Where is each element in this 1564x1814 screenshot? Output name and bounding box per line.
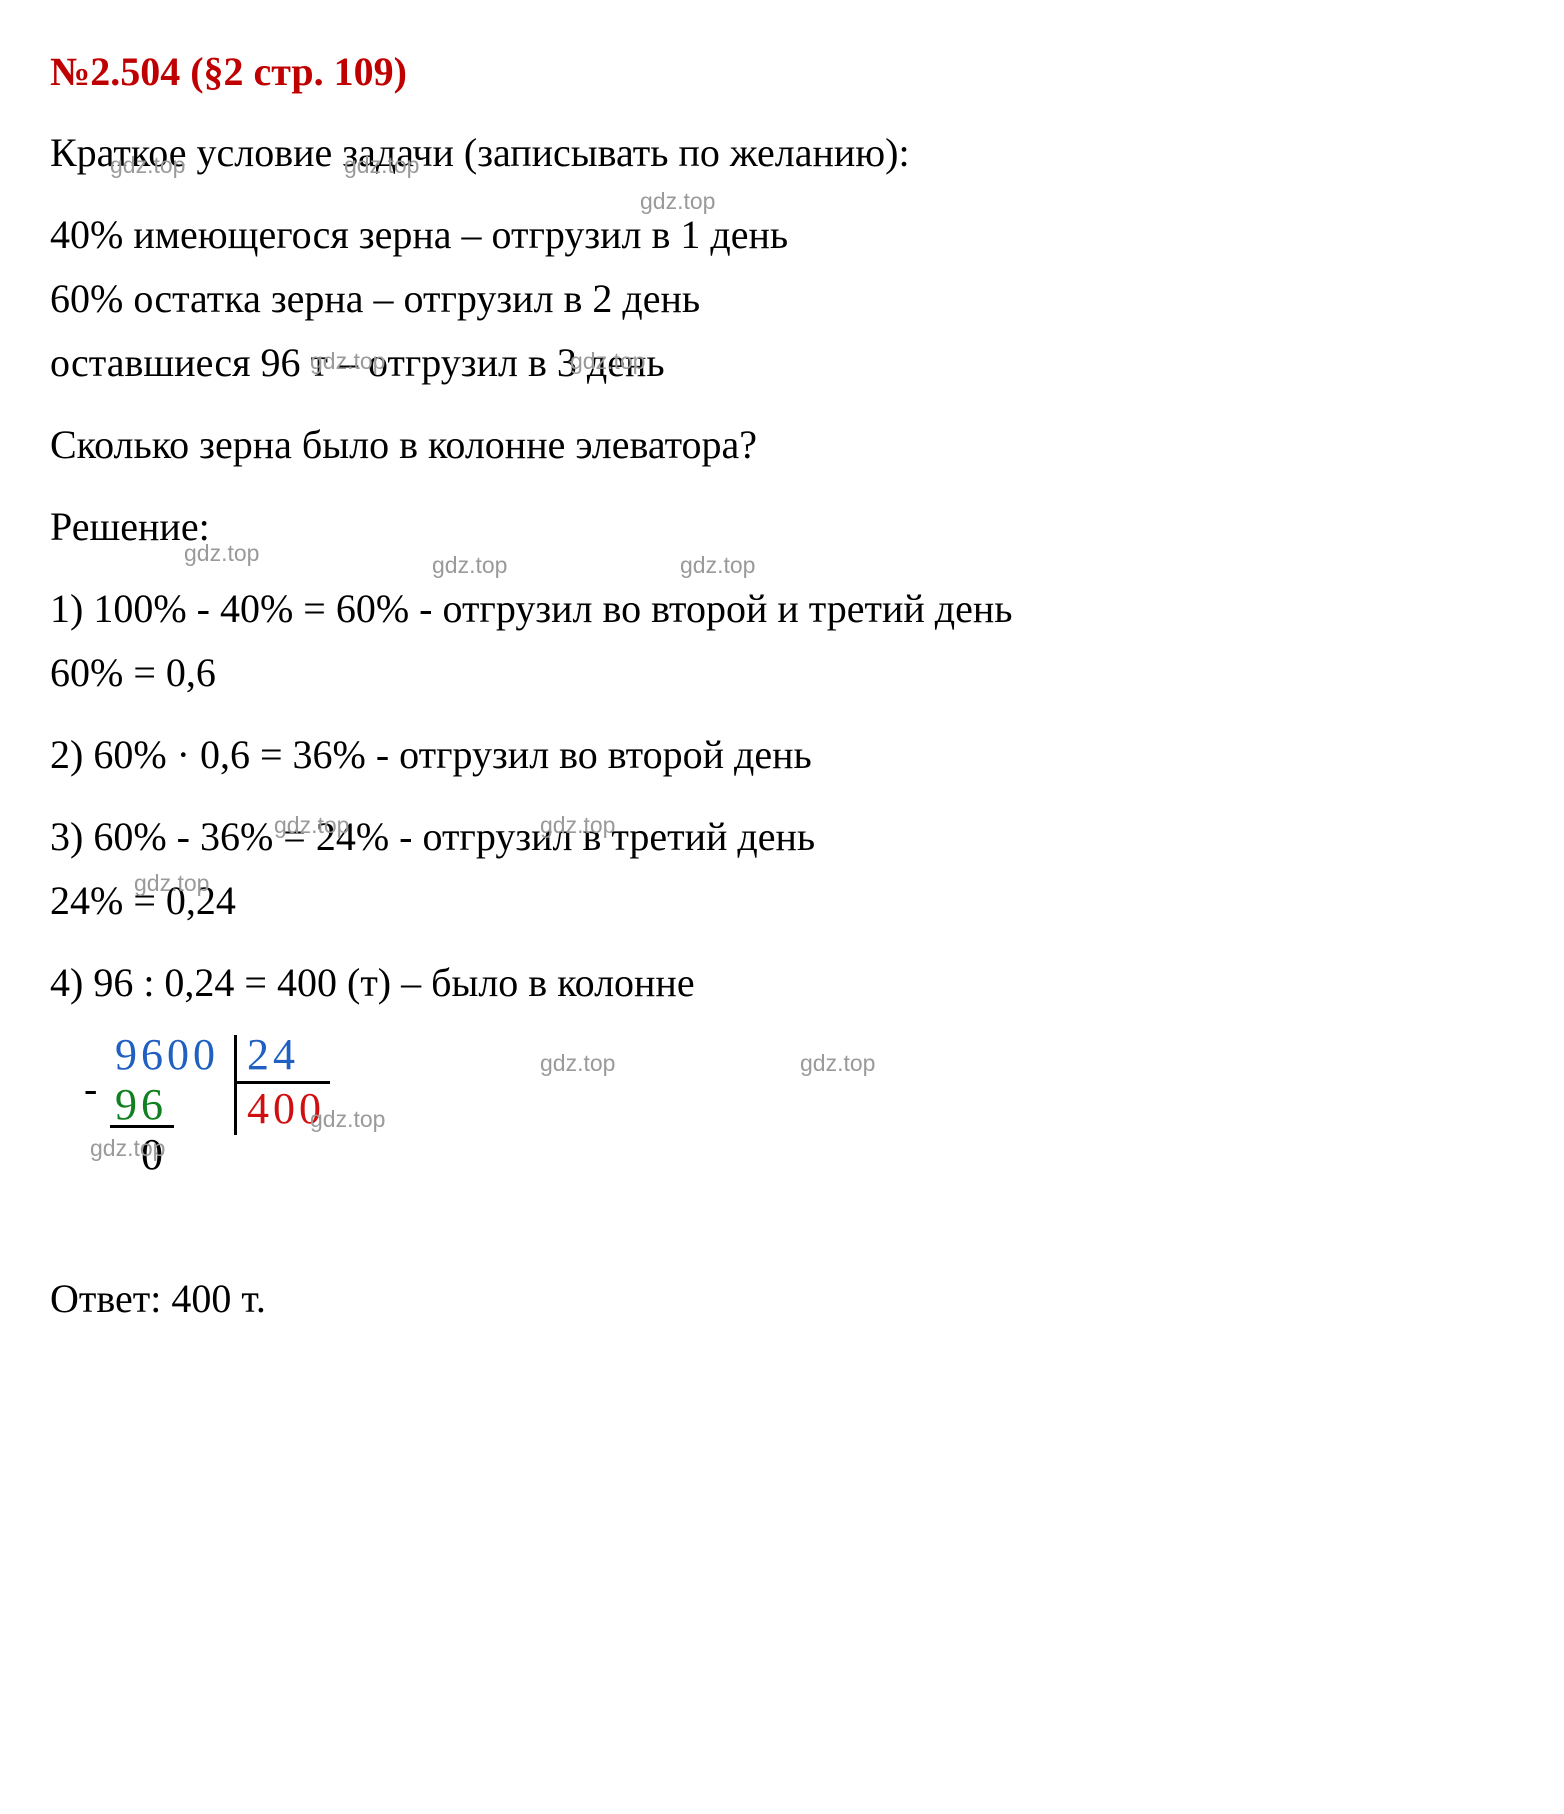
ld-digit: 0: [272, 1083, 298, 1134]
ld-digit: 4: [272, 1029, 298, 1080]
intro-line: Краткое условие задачи (записывать по же…: [50, 121, 1514, 185]
question-line: Сколько зерна было в колонне элеватора?: [50, 413, 1514, 477]
ld-digit: 0: [192, 1029, 218, 1080]
ld-row: 9600: [114, 1029, 218, 1080]
given-line-3: оставшиеся 96 т – отгрузил в 3 день: [50, 331, 1514, 395]
step-1: 1) 100% - 40% = 60% - отгрузил во второй…: [50, 577, 1514, 641]
given-line-2: 60% остатка зерна – отгрузил в 2 день: [50, 267, 1514, 331]
answer-line: Ответ: 400 т.: [50, 1267, 1514, 1331]
step-2: 2) 60% · 0,6 = 36% - отгрузил во второй …: [50, 723, 1514, 787]
problem-heading: №2.504 (§2 стр. 109): [50, 48, 1514, 95]
ld-minus-sign: -: [84, 1065, 97, 1112]
step-1b: 60% = 0,6: [50, 641, 1514, 705]
ld-hline: [110, 1125, 174, 1128]
step-3: 3) 60% - 36% = 24% - отгрузил в третий д…: [50, 805, 1514, 869]
step-4: 4) 96 : 0,24 = 400 (т) – было в колонне: [50, 951, 1514, 1015]
ld-digit: 0: [140, 1129, 166, 1180]
ld-digit: 2: [246, 1029, 272, 1080]
ld-row: 96: [114, 1079, 166, 1130]
ld-row: 0: [140, 1129, 166, 1180]
given-line-1: 40% имеющегося зерна – отгрузил в 1 день: [50, 203, 1514, 267]
ld-digit: 9: [114, 1079, 140, 1130]
ld-digit: 0: [298, 1083, 324, 1134]
ld-row: 24: [246, 1029, 298, 1080]
ld-digit: 0: [166, 1029, 192, 1080]
solution-label: Решение:: [50, 495, 1514, 559]
page-root: №2.504 (§2 стр. 109) Краткое условие зад…: [0, 0, 1564, 1371]
step-3b: 24% = 0,24: [50, 869, 1514, 933]
ld-digit: 6: [140, 1079, 166, 1130]
ld-digit: 6: [140, 1029, 166, 1080]
ld-vline: [234, 1035, 237, 1135]
long-division: 960024400-960: [78, 1029, 1514, 1249]
ld-digit: 4: [246, 1083, 272, 1134]
ld-digit: 9: [114, 1029, 140, 1080]
ld-row: 400: [246, 1083, 324, 1134]
